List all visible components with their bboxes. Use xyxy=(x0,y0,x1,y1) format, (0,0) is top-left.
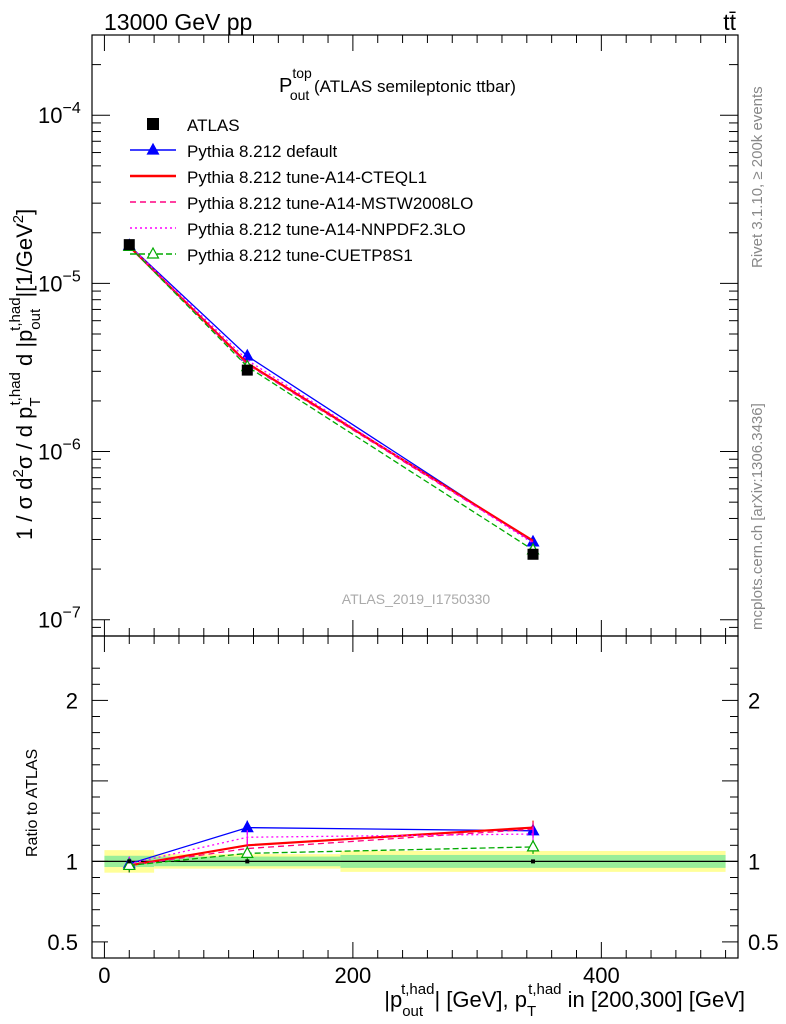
data-point xyxy=(123,239,135,251)
series-line xyxy=(128,245,534,544)
ratio-y-tick-label: 1 xyxy=(66,849,78,874)
legend-label: Pythia 8.212 tune-A14-MSTW2008LO xyxy=(187,194,473,213)
analysis-id: ATLAS_2019_I1750330 xyxy=(342,591,491,607)
y-tick-label: 10−5 xyxy=(38,268,81,296)
legend-marker xyxy=(146,246,160,259)
process-label: tt̄ xyxy=(723,9,736,35)
legend-marker-atlas xyxy=(147,118,159,130)
y-tick-label: 10−4 xyxy=(38,100,81,128)
legend-label: ATLAS xyxy=(187,116,240,135)
ratio-y-tick-label: 2 xyxy=(66,688,78,713)
energy-label: 13000 GeV pp xyxy=(104,9,252,35)
x-tick-label: 400 xyxy=(583,963,620,988)
x-tick-label: 0 xyxy=(98,963,110,988)
series-3 xyxy=(128,245,534,544)
ratio-y-tick-label-right: 2 xyxy=(748,688,760,713)
y-axis-title: 1 / σ d2σ / d pTt,had d |poutt,had|[1/Ge… xyxy=(7,209,44,540)
series-2 xyxy=(128,245,534,543)
series-0 xyxy=(122,238,540,547)
series-line xyxy=(128,245,534,551)
ratio-series-point xyxy=(122,858,136,871)
x-axis-title: |poutt,had| [GeV], pTt,had in [200,300] … xyxy=(384,981,745,1020)
y-tick-label: 10−7 xyxy=(38,605,81,633)
ratio-series-point xyxy=(240,846,254,858)
ratio-series-point xyxy=(240,820,254,833)
legend-marker xyxy=(146,142,160,155)
legend: ATLAS Pythia 8.212 default Pythia 8.212 tu… xyxy=(130,116,473,265)
legend-label: Pythia 8.212 tune-CUETP8S1 xyxy=(187,246,413,265)
mcplots-label: mcplots.cern.ch [arXiv:1306.3436] xyxy=(749,403,766,630)
ratio-y-tick-label-right: 0.5 xyxy=(748,930,779,955)
ratio-data-point xyxy=(531,859,536,864)
series-1 xyxy=(128,245,534,542)
series-line xyxy=(128,245,534,543)
legend-label: Pythia 8.212 default xyxy=(187,142,338,161)
ratio-series-4 xyxy=(122,839,540,873)
x-tick-label: 200 xyxy=(335,963,372,988)
rivet-label: Rivet 3.1.10, ≥ 200k events xyxy=(749,86,766,268)
series-line xyxy=(128,245,534,543)
ratio-y-tick-label: 0.5 xyxy=(47,930,78,955)
ratio-data-point xyxy=(127,859,132,864)
series-line xyxy=(128,245,534,542)
plot-title: Ptop out (ATLAS semileptonic ttbar) xyxy=(279,65,516,103)
ratio-series-point xyxy=(526,839,540,852)
legend-label: Pythia 8.212 tune-A14-NNPDF2.3LO xyxy=(187,220,466,239)
ratio-y-tick-label-right: 1 xyxy=(748,849,760,874)
ratio-axis-title: Ratio to ATLAS xyxy=(24,749,41,857)
data-point xyxy=(241,364,253,376)
ratio-plot-frame xyxy=(91,635,739,959)
y-tick-label: 10−6 xyxy=(38,437,81,465)
legend-label: Pythia 8.212 tune-A14-CTEQL1 xyxy=(187,168,427,187)
ratio-data-point xyxy=(245,859,250,864)
data-point xyxy=(527,548,539,560)
